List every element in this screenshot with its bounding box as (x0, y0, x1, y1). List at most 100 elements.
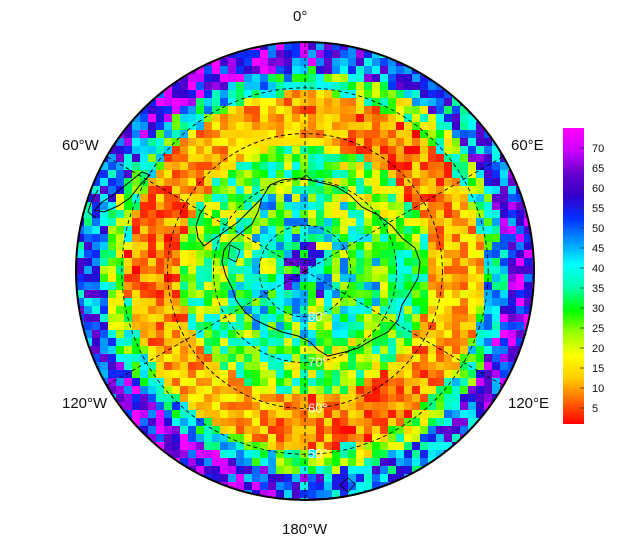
field-cell (316, 218, 325, 227)
field-cell (348, 162, 357, 171)
field-cell (444, 242, 453, 251)
field-cell (484, 346, 493, 355)
field-cell (316, 210, 325, 219)
field-cell (468, 298, 477, 307)
field-cell (132, 210, 141, 219)
field-cell (204, 82, 213, 91)
field-cell (340, 234, 349, 243)
field-cell (140, 130, 149, 139)
field-cell (316, 458, 325, 467)
field-cell (436, 170, 445, 179)
field-cell (308, 234, 317, 243)
field-cell (412, 202, 421, 211)
field-cell (108, 298, 117, 307)
field-cell (108, 202, 117, 211)
field-cell (228, 170, 237, 179)
field-cell (332, 418, 341, 427)
field-cell (460, 402, 469, 411)
field-cell (292, 122, 301, 131)
field-cell (428, 306, 437, 315)
field-cell (412, 378, 421, 387)
field-cell (436, 282, 445, 291)
field-cell (196, 450, 205, 459)
field-cell (516, 170, 525, 179)
field-cell (164, 122, 173, 131)
field-cell (236, 90, 245, 99)
field-cell (388, 370, 397, 379)
field-cell (524, 290, 533, 299)
field-cell (172, 410, 181, 419)
field-cell (116, 274, 125, 283)
field-cell (188, 378, 197, 387)
field-cell (92, 186, 101, 195)
field-cell (132, 138, 141, 147)
field-cell (236, 66, 245, 75)
field-cell (236, 162, 245, 171)
lon-label-180w: 180°W (282, 521, 328, 538)
field-cell (420, 402, 429, 411)
field-cell (324, 474, 333, 483)
field-cell (180, 314, 189, 323)
field-cell (524, 258, 533, 267)
field-cell (252, 442, 261, 451)
field-cell (92, 314, 101, 323)
field-cell (348, 66, 357, 75)
field-cell (220, 178, 229, 187)
field-cell (132, 282, 141, 291)
field-cell (140, 290, 149, 299)
field-cell (156, 98, 165, 107)
field-cell (468, 162, 477, 171)
field-cell (364, 202, 373, 211)
field-cell (460, 394, 469, 403)
field-cell (332, 234, 341, 243)
field-cell (364, 450, 373, 459)
field-cell (140, 426, 149, 435)
field-cell (460, 146, 469, 155)
field-cell (372, 314, 381, 323)
field-cell (164, 442, 173, 451)
field-cell (396, 266, 405, 275)
field-cell (92, 298, 101, 307)
field-cell (500, 370, 509, 379)
field-cell (508, 210, 517, 219)
field-cell (76, 250, 85, 259)
field-cell (284, 274, 293, 283)
field-cell (292, 218, 301, 227)
field-cell (324, 410, 333, 419)
field-cell (388, 410, 397, 419)
field-cell (156, 274, 165, 283)
field-cell (188, 162, 197, 171)
field-cell (188, 178, 197, 187)
field-cell (380, 90, 389, 99)
field-cell (372, 250, 381, 259)
field-cell (468, 378, 477, 387)
field-cell (84, 290, 93, 299)
field-cell (244, 162, 253, 171)
field-cell (412, 314, 421, 323)
field-cell (212, 434, 221, 443)
field-cell (204, 410, 213, 419)
field-cell (132, 266, 141, 275)
field-cell (388, 82, 397, 91)
field-cell (452, 194, 461, 203)
field-cell (364, 434, 373, 443)
field-cell (396, 410, 405, 419)
field-cell (276, 170, 285, 179)
field-cell (228, 442, 237, 451)
field-cell (500, 322, 509, 331)
field-cell (492, 354, 501, 363)
field-cell (188, 474, 197, 483)
field-cell (396, 82, 405, 91)
field-cell (316, 82, 325, 91)
field-cell (324, 74, 333, 83)
field-cell (204, 66, 213, 75)
field-cell (276, 490, 285, 499)
field-cell (324, 282, 333, 291)
field-cell (412, 434, 421, 443)
field-cell (380, 290, 389, 299)
field-cell (500, 338, 509, 347)
field-cell (516, 282, 525, 291)
field-cell (156, 338, 165, 347)
field-cell (228, 370, 237, 379)
field-cell (164, 74, 173, 83)
